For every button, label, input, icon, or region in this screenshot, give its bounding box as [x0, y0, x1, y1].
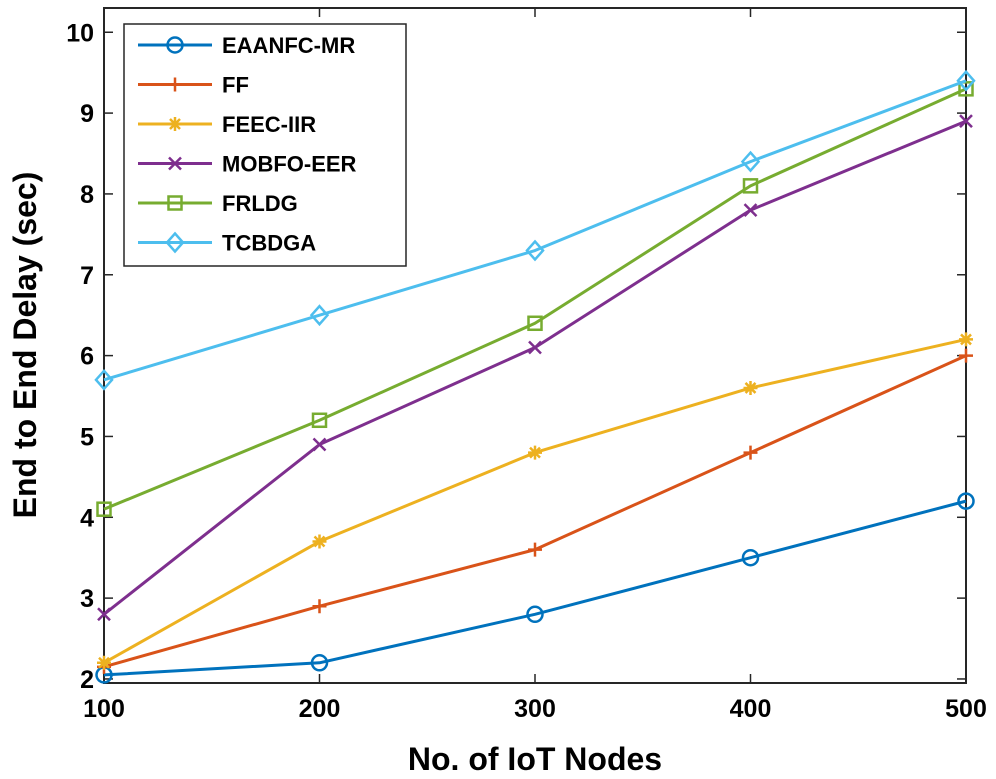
legend-item: MOBFO-EER — [138, 152, 357, 177]
y-tick-label: 5 — [80, 423, 94, 451]
y-axis: 2 3 4 5 6 7 8 9 10 — [66, 19, 966, 694]
legend-marker — [168, 156, 182, 171]
data-point — [743, 203, 758, 217]
x-axis-title: No. of IoT Nodes — [408, 741, 662, 777]
data-point — [311, 412, 328, 429]
data-point — [525, 239, 545, 262]
data-point — [741, 548, 760, 567]
legend-item: FRLDG — [138, 191, 298, 216]
legend: EAANFC-MR FF FEEC-IIR MOBFO-EER FRLDG TCBDGA — [123, 23, 407, 267]
data-point — [957, 492, 975, 510]
data-point — [312, 437, 327, 452]
data-point — [743, 445, 758, 460]
legend-marker — [168, 117, 182, 131]
series-line — [103, 79, 967, 382]
legend-item: FF — [138, 73, 249, 98]
data-point — [527, 315, 543, 332]
series-line — [103, 499, 967, 677]
data-point — [312, 534, 327, 549]
y-tick-label: 2 — [80, 666, 94, 694]
legend-label: FEEC-IIR — [222, 112, 316, 137]
x-tick-label: 100 — [83, 695, 125, 723]
y-tick-label: 6 — [80, 343, 94, 371]
x-tick-label: 300 — [514, 695, 556, 723]
data-point — [96, 501, 112, 517]
data-point — [312, 599, 327, 614]
legend-label: MOBFO-EER — [222, 152, 357, 177]
y-tick-label: 8 — [80, 181, 94, 209]
series-tcbdga — [94, 69, 976, 391]
data-point — [959, 332, 973, 347]
legend-item: TCBDGA — [138, 231, 316, 256]
data-point — [959, 348, 973, 363]
data-point — [528, 542, 542, 557]
x-tick-label: 500 — [945, 695, 987, 723]
data-point — [97, 607, 111, 622]
data-point — [94, 368, 114, 391]
series-feec-iir — [97, 332, 973, 670]
legend-label: EAANFC-MR — [222, 33, 355, 58]
y-axis-title: End to End Delay (sec) — [7, 172, 43, 519]
data-point — [526, 605, 544, 624]
legend-item: FEEC-IIR — [138, 112, 316, 137]
data-point — [309, 304, 330, 327]
data-point — [743, 380, 758, 395]
series-line — [103, 87, 967, 511]
x-axis: 100 200 300 400 500 — [83, 8, 987, 723]
legend-marker — [168, 77, 182, 92]
legend-marker — [165, 231, 185, 254]
y-tick-label: 9 — [80, 100, 94, 128]
data-point — [959, 114, 973, 129]
y-tick-label: 3 — [80, 585, 94, 613]
data-point — [97, 655, 111, 670]
legend-marker — [167, 195, 183, 211]
legend-label: FF — [222, 73, 249, 98]
data-point — [956, 69, 976, 92]
data-point — [742, 178, 759, 194]
data-point — [740, 150, 761, 173]
series-mobfo-eer — [97, 114, 973, 622]
data-point — [310, 654, 329, 672]
x-tick-label: 400 — [730, 695, 772, 723]
y-tick-label: 10 — [66, 19, 94, 47]
y-tick-label: 4 — [80, 504, 94, 532]
series-layer — [94, 69, 976, 684]
legend-marker — [166, 36, 184, 54]
data-point — [528, 445, 542, 460]
legend-box — [123, 23, 407, 267]
legend-item: EAANFC-MR — [138, 33, 355, 58]
legend-label: FRLDG — [222, 191, 298, 216]
y-tick-label: 7 — [80, 262, 94, 290]
x-tick-label: 200 — [299, 695, 341, 723]
data-point — [528, 340, 542, 355]
legend-label: TCBDGA — [222, 231, 316, 256]
